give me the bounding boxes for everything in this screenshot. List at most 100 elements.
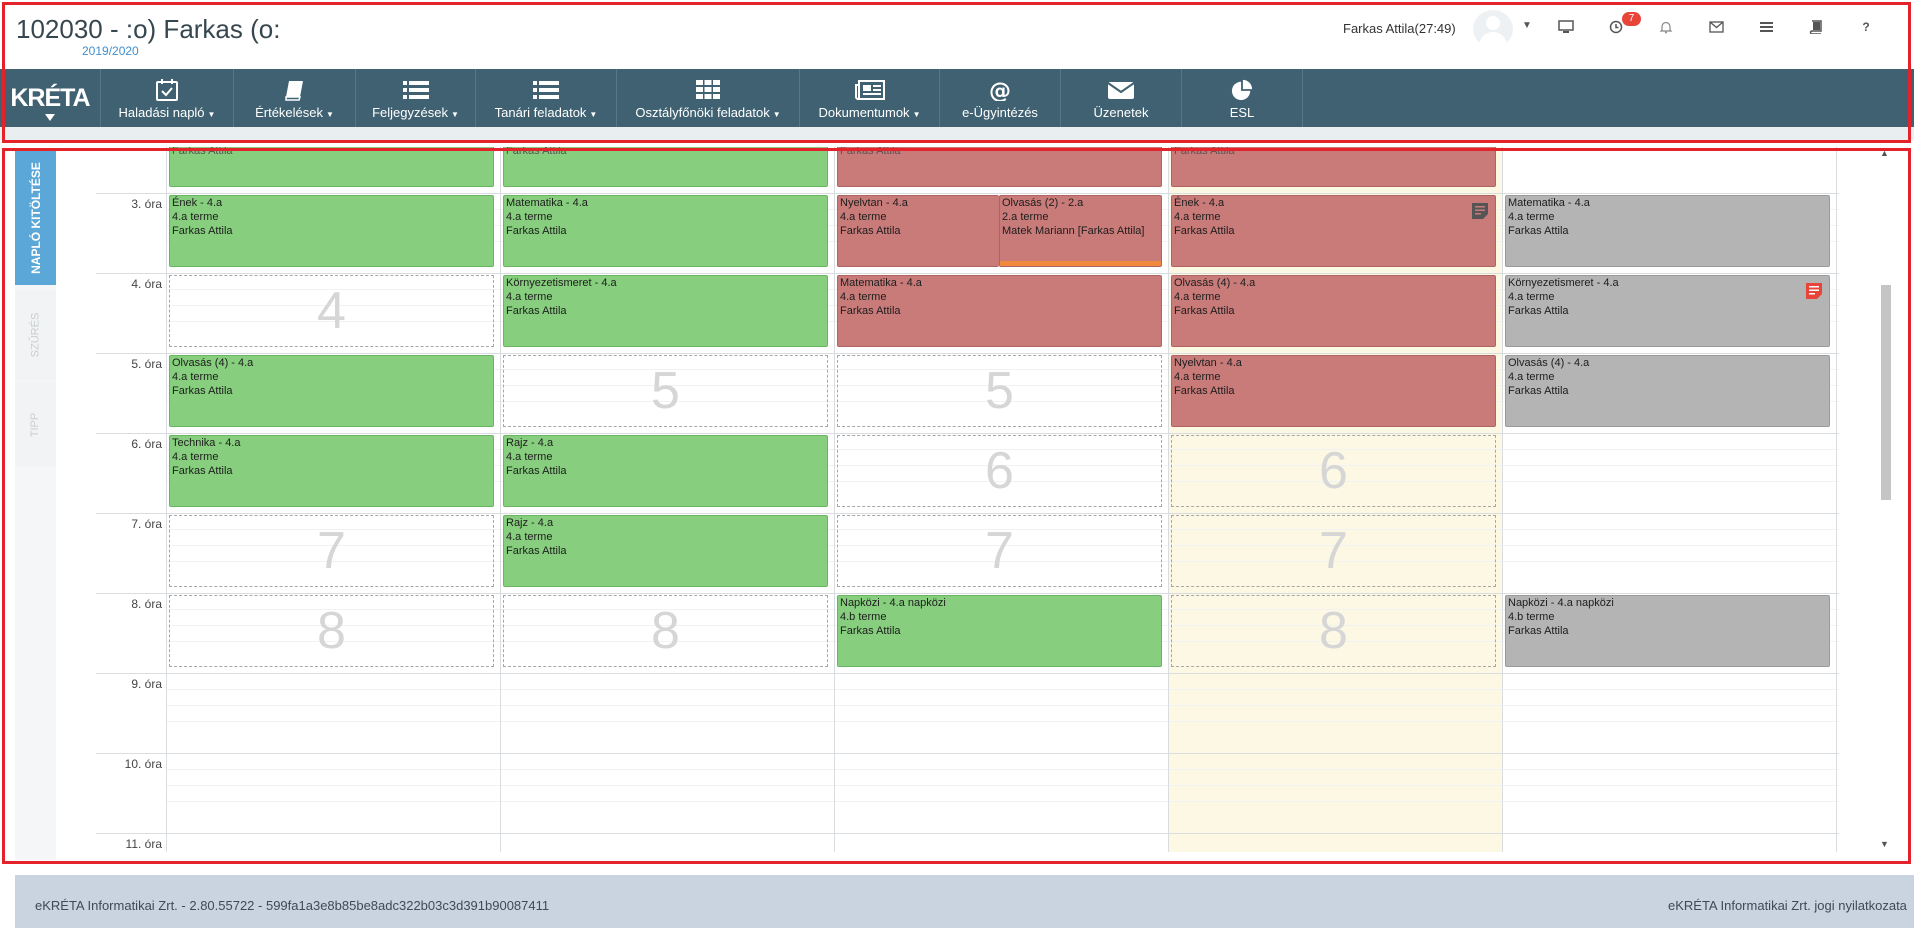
help-icon[interactable]: ? [1862,20,1870,34]
lesson-event[interactable]: Matematika - 4.a 4.a terme Farkas Attila [837,275,1162,347]
lesson-event[interactable]: Farkas Attila [503,147,828,187]
event-room: 4.a terme [172,211,219,223]
nav-e-ugyintezes[interactable]: @ e-Ügyintézés [939,69,1060,127]
envelope-icon [1107,82,1135,99]
at-icon: @ [989,79,1011,101]
lesson-event[interactable]: Olvasás (4) - 4.a 4.a terme Farkas Attila [1171,275,1496,347]
event-teacher: Farkas Attila [1174,385,1235,397]
event-teacher: Farkas Attila [506,147,567,157]
lesson-event[interactable]: Nyelvtan - 4.a 4.a terme Farkas Attila [837,195,999,267]
lesson-event[interactable]: Farkas Attila [169,147,494,187]
empty-lesson-slot[interactable]: 5 [503,355,828,427]
empty-lesson-slot[interactable]: 8 [503,595,828,667]
scroll-thumb[interactable] [1881,285,1891,500]
lesson-event[interactable]: Napközi - 4.a napközi 4.b terme Farkas Att… [837,595,1162,667]
book-icon[interactable] [1805,16,1827,38]
empty-lesson-slot[interactable]: 7 [169,515,494,587]
nav-subband [0,127,1914,140]
school-year-link[interactable]: 2019/2020 [82,44,139,58]
empty-lesson-slot[interactable]: 6 [1171,435,1496,507]
tab-tipp[interactable]: TIPP [15,382,56,467]
event-room: 4.a terme [506,451,553,463]
event-room: 4.a terme [506,211,553,223]
slot-number: 4 [317,282,346,340]
nav-label: Tanári feladatok [494,105,587,120]
lesson-event[interactable]: Technika - 4.a 4.a terme Farkas Attila [169,435,494,507]
lesson-event[interactable]: Farkas Attila [1171,147,1496,187]
nav-ertekelesek[interactable]: Értékelések ▼ [233,69,355,127]
lesson-event[interactable]: Olvasás (4) - 4.a 4.a terme Farkas Attila [1505,355,1830,427]
event-teacher: Farkas Attila [1508,305,1569,317]
clock-icon[interactable] [1605,16,1627,38]
empty-lesson-slot[interactable]: 8 [1171,595,1496,667]
lesson-event[interactable]: Rajz - 4.a 4.a terme Farkas Attila [503,435,828,507]
event-teacher: Farkas Attila [840,225,901,237]
avatar[interactable] [1473,10,1513,48]
logo-text: KRÉTA [10,83,90,112]
event-room: 4.a terme [1174,371,1221,383]
hour-label: 4. óra [131,277,162,291]
nav-label: ESL [1229,105,1255,120]
list-icon [402,81,429,99]
event-subject: Ének - 4.a [172,197,223,209]
lesson-event[interactable]: Olvasás (4) - 4.a 4.a terme Farkas Attila [169,355,494,427]
lesson-event[interactable]: Környezetismeret - 4.a 4.a terme Farkas At… [1505,275,1830,347]
empty-lesson-slot[interactable]: 4 [169,275,494,347]
empty-lesson-slot[interactable]: 7 [837,515,1162,587]
event-teacher: Farkas Attila [172,465,233,477]
hour-label: 7. óra [131,517,162,531]
grid-icon [696,80,720,99]
nav-osztalyfonoki-feladatok[interactable]: Osztályfőnöki feladatok ▼ [616,69,799,127]
empty-lesson-slot[interactable]: 7 [1171,515,1496,587]
event-subject: Matematika - 4.a [506,197,588,209]
tab-szures[interactable]: SZŰRÉS [15,290,56,380]
scroll-up-arrow-icon[interactable]: ▲ [1880,148,1889,158]
note-icon[interactable] [1805,282,1823,300]
lesson-event[interactable]: Farkas Attila [837,147,1162,187]
kreta-logo[interactable]: KRÉTA [0,69,100,127]
nav-label: e-Ügyintézés [962,105,1038,120]
monitor-icon[interactable] [1555,16,1577,38]
nav-tanari-feladatok[interactable]: Tanári feladatok ▼ [475,69,616,127]
event-subject: Környezetismeret - 4.a [506,277,617,289]
slot-number: 5 [985,362,1014,420]
top-header: 102030 - :o) Farkas (o: 2019/2020 Farkas… [0,0,1914,70]
event-subject: Ének - 4.a [1174,197,1225,209]
lesson-event[interactable]: Nyelvtan - 4.a 4.a terme Farkas Attila [1171,355,1496,427]
empty-lesson-slot[interactable]: 6 [837,435,1162,507]
event-teacher: Farkas Attila [506,225,567,237]
page-title: 102030 - :o) Farkas (o: [16,14,281,44]
lesson-event[interactable]: Rajz - 4.a 4.a terme Farkas Attila [503,515,828,587]
note-icon[interactable] [1471,202,1489,220]
chevron-down-icon[interactable]: ▼ [1522,20,1532,31]
user-name-session: Farkas Attila(27:49) [1343,21,1456,36]
bell-icon[interactable] [1655,16,1677,38]
nav-feljegyzesek[interactable]: Feljegyzések ▼ [355,69,475,127]
lesson-event[interactable]: Ének - 4.a 4.a terme Farkas Attila [169,195,494,267]
empty-lesson-slot[interactable]: 5 [837,355,1162,427]
empty-lesson-slot[interactable]: 8 [169,595,494,667]
lesson-event[interactable]: Matematika - 4.a 4.a terme Farkas Attila [1505,195,1830,267]
list-card-icon[interactable] [1755,16,1777,38]
lesson-event-substitution[interactable]: Olvasás (2) - 2.a 2.a terme Matek Mariann … [999,195,1162,267]
nav-uzenetek[interactable]: Üzenetek [1060,69,1181,127]
event-teacher: Matek Mariann [Farkas Attila] [1002,225,1145,237]
event-room: 4.a terme [1174,211,1221,223]
nav-esl[interactable]: ESL [1181,69,1302,127]
tab-naplo-kitoltese[interactable]: NAPLÓ KITÖLTÉSE [15,150,56,285]
lesson-event[interactable]: Napközi - 4.a napközi 4.b terme Farkas Att… [1505,595,1830,667]
footer-legal-link[interactable]: eKRÉTA Informatikai Zrt. jogi nyilatkoza… [1668,898,1907,913]
lesson-event[interactable]: Matematika - 4.a 4.a terme Farkas Attila [503,195,828,267]
mail-icon[interactable] [1705,16,1727,38]
hour-label: 5. óra [131,357,162,371]
event-subject: Olvasás (4) - 4.a [1508,357,1590,369]
event-teacher: Farkas Attila [172,385,233,397]
lesson-event[interactable]: Környezetismeret - 4.a 4.a terme Farkas At… [503,275,828,347]
nav-haladasi-naplo[interactable]: Haladási napló ▼ [100,69,233,127]
lesson-event[interactable]: Ének - 4.a 4.a terme Farkas Attila [1171,195,1496,267]
scroll-down-arrow-icon[interactable]: ▼ [1880,839,1889,849]
event-room: 4.a terme [1508,211,1555,223]
tab-label: SZŰRÉS [29,312,42,358]
calendar-scrollbar[interactable] [1878,150,1894,855]
nav-dokumentumok[interactable]: Dokumentumok ▼ [799,69,939,127]
